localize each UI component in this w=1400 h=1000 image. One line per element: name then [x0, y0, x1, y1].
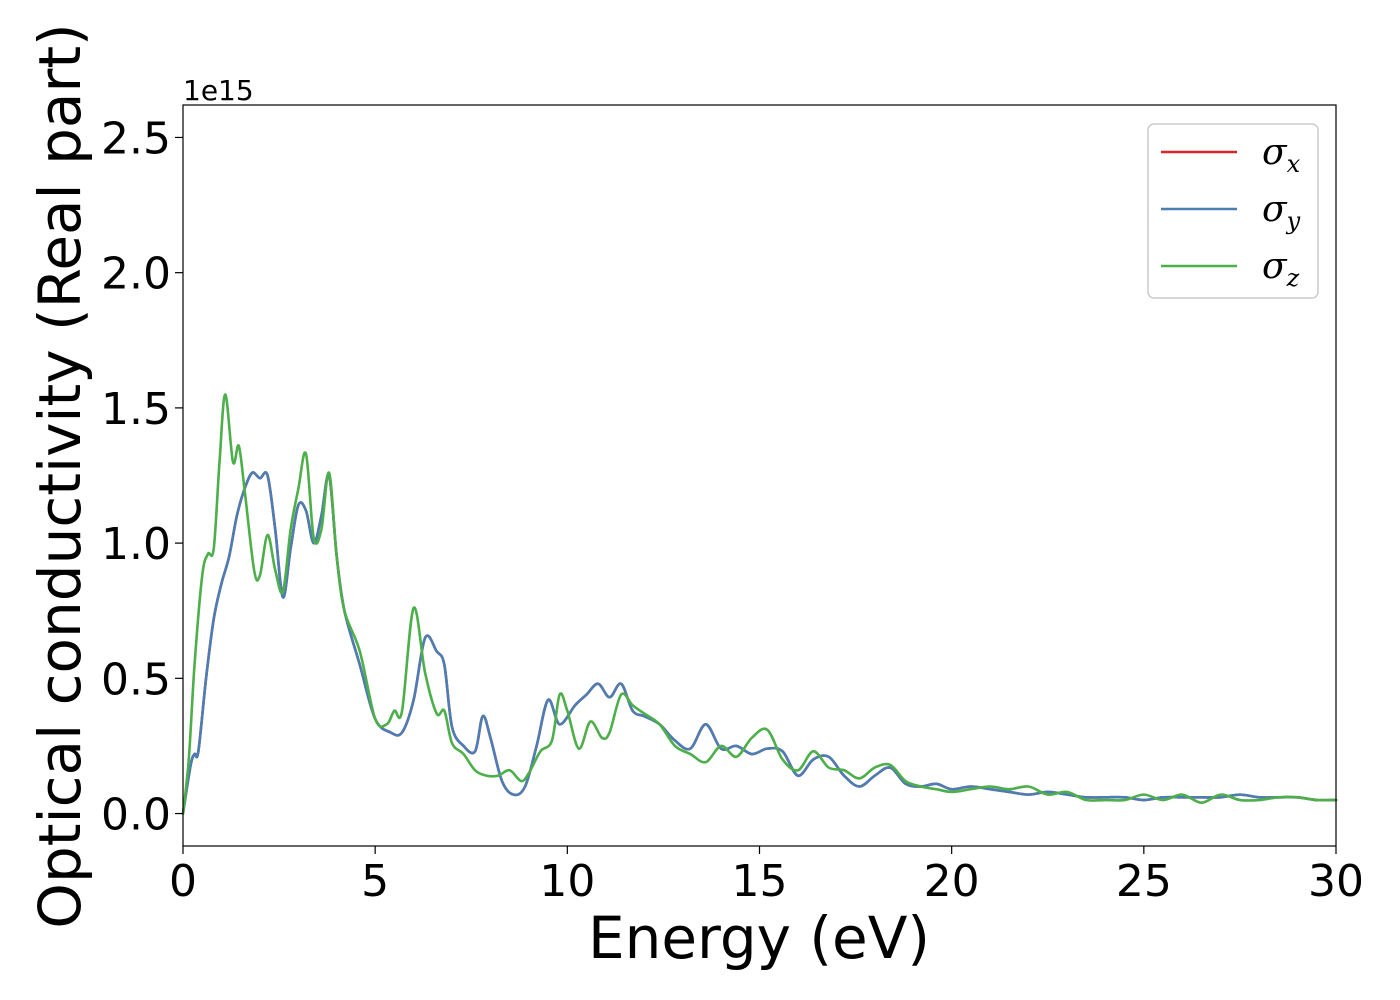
- y-axis-label: Optical conductivity (Real part): [26, 23, 94, 928]
- x-tick-label: 5: [361, 856, 389, 907]
- x-tick-label: 20: [924, 856, 980, 907]
- legend-label-x: σx: [1262, 132, 1301, 178]
- y-tick-label: 2.0: [101, 249, 171, 300]
- series-line-z: [181, 393, 1338, 815]
- x-tick-label: 25: [1116, 856, 1172, 907]
- x-tick-label: 15: [732, 856, 788, 907]
- x-tick-label: 10: [539, 856, 595, 907]
- y-offset-label: 1e15: [183, 74, 254, 107]
- series-layer: [181, 393, 1338, 815]
- legend-subscript: x: [1287, 150, 1301, 178]
- y-tick-label: 2.5: [101, 113, 171, 164]
- x-axis-label: Energy (eV): [588, 904, 930, 972]
- x-axis: 0 5 10 15 20 25 30: [169, 846, 1364, 907]
- y-tick-label: 1.0: [101, 519, 171, 570]
- legend-symbol: σ: [1262, 246, 1288, 287]
- legend-symbol: σ: [1262, 132, 1288, 173]
- y-tick-label: 1.5: [101, 384, 171, 435]
- legend-symbol: σ: [1262, 189, 1288, 230]
- plot-area-background: [183, 105, 1336, 846]
- x-tick-label: 0: [169, 856, 197, 907]
- x-tick-label: 30: [1308, 856, 1364, 907]
- y-tick-label: 0.5: [101, 654, 171, 705]
- legend-box: [1147, 123, 1319, 299]
- series-line-y: [181, 471, 1338, 815]
- y-axis: 0.0 0.5 1.0 1.5 2.0 2.5: [101, 113, 183, 841]
- legend-label-y: σy: [1262, 189, 1301, 235]
- legend-subscript: y: [1286, 207, 1301, 235]
- legend-subscript: z: [1286, 264, 1300, 292]
- legend-label-z: σz: [1262, 246, 1300, 292]
- y-tick-label: 0.0: [101, 790, 171, 841]
